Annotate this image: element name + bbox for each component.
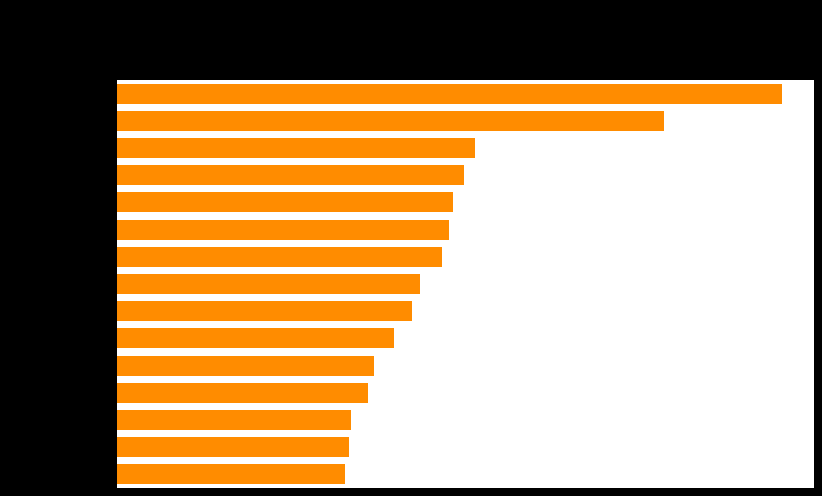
bar [117,192,453,212]
bar [117,274,420,294]
bar [117,301,412,321]
bar [117,84,782,104]
bar [117,383,368,403]
bar [117,165,464,185]
bar [117,138,475,158]
x-axis-tick-labels [117,490,814,496]
bar [117,464,345,484]
bars-layer [117,80,814,488]
bar [117,410,351,430]
y-axis-tick-labels [0,80,112,488]
bar [117,111,664,131]
plot-area [117,80,814,488]
bar [117,328,394,348]
bar [117,356,374,376]
bar [117,247,442,267]
bar [117,220,449,240]
bar [117,437,349,457]
